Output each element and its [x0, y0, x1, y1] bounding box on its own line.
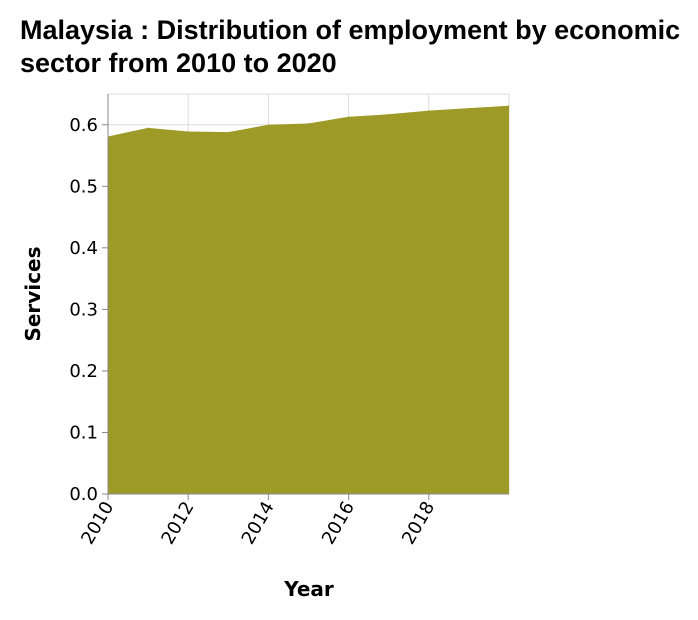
y-axis-label: Services — [21, 246, 45, 341]
data-point — [187, 131, 189, 133]
x-tick-label: 2014 — [238, 498, 279, 548]
y-tick-label: 0.1 — [69, 422, 98, 443]
data-point — [348, 116, 350, 118]
data-point — [308, 123, 309, 125]
y-tick-label: 0.2 — [69, 361, 98, 382]
x-tick-label: 2010 — [77, 498, 118, 548]
data-point — [468, 107, 470, 109]
y-tick-label: 0.6 — [69, 115, 98, 136]
services-area — [108, 105, 509, 494]
data-point — [227, 131, 229, 133]
y-tick-label: 0.0 — [69, 484, 98, 505]
y-tick-label: 0.4 — [69, 238, 98, 259]
data-point — [508, 105, 510, 107]
data-point — [147, 127, 149, 129]
data-point — [428, 110, 430, 112]
x-tick-label: 2012 — [157, 498, 198, 548]
y-tick-label: 0.3 — [69, 299, 98, 320]
data-point — [388, 113, 390, 115]
y-tick-label: 0.5 — [69, 176, 98, 197]
data-point — [267, 124, 269, 126]
chart-title: Malaysia : Distribution of employment by… — [20, 15, 681, 78]
x-tick-label: 2016 — [318, 498, 359, 548]
x-tick-label: 2018 — [398, 498, 439, 548]
x-axis-label: Year — [283, 577, 334, 601]
